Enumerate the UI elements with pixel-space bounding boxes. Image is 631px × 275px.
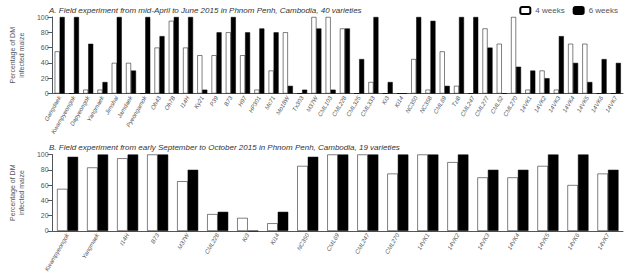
svg-text:14VK2: 14VK2 bbox=[446, 232, 461, 251]
svg-text:20: 20 bbox=[41, 75, 49, 82]
svg-text:Ki14: Ki14 bbox=[393, 94, 405, 108]
svg-text:Tzi8: Tzi8 bbox=[451, 94, 462, 107]
svg-text:Mc71: Mc71 bbox=[264, 95, 277, 111]
svg-text:CML270: CML270 bbox=[502, 94, 519, 117]
svg-text:60: 60 bbox=[41, 44, 49, 51]
svg-text:NC358: NC358 bbox=[419, 94, 434, 114]
svg-text:80: 80 bbox=[41, 166, 49, 173]
svg-text:CML69: CML69 bbox=[326, 232, 341, 252]
svg-text:6 weeks: 6 weeks bbox=[589, 6, 618, 15]
svg-text:Kwampyeongok: Kwampyeongok bbox=[50, 94, 77, 135]
svg-text:0: 0 bbox=[45, 227, 49, 234]
svg-text:14VK7: 14VK7 bbox=[604, 94, 619, 113]
svg-text:CML228: CML228 bbox=[331, 95, 348, 118]
svg-text:Yangmaek: Yangmaek bbox=[86, 94, 106, 122]
svg-text:A. Field experiment from mid-A: A. Field experiment from mid-April to Ju… bbox=[48, 6, 362, 15]
svg-text:14VK3: 14VK3 bbox=[547, 94, 562, 113]
svg-text:CML52: CML52 bbox=[490, 94, 505, 114]
svg-text:0: 0 bbox=[45, 90, 49, 97]
svg-text:Mo18W: Mo18W bbox=[275, 94, 291, 116]
svg-text:14VK7: 14VK7 bbox=[596, 232, 611, 251]
svg-text:Oh43: Oh43 bbox=[150, 94, 163, 110]
svg-text:CML270: CML270 bbox=[384, 232, 401, 255]
svg-text:B. Field experiment from early: B. Field experiment from early September… bbox=[49, 143, 400, 152]
svg-text:Dapyeongok: Dapyeongok bbox=[69, 94, 92, 127]
svg-text:P39: P39 bbox=[209, 94, 220, 107]
svg-text:4 weeks: 4 weeks bbox=[535, 6, 564, 15]
svg-text:Ky21: Ky21 bbox=[193, 95, 205, 110]
svg-text:Ki14: Ki14 bbox=[269, 232, 281, 246]
svg-text:14VK5: 14VK5 bbox=[536, 232, 551, 251]
svg-text:NC350: NC350 bbox=[404, 94, 419, 114]
svg-text:40: 40 bbox=[41, 59, 49, 66]
svg-text:Jamdaek: Jamdaek bbox=[116, 95, 134, 119]
svg-text:100: 100 bbox=[37, 14, 49, 21]
svg-text:14VK1: 14VK1 bbox=[416, 232, 430, 251]
svg-text:CML247: CML247 bbox=[459, 95, 476, 118]
svg-text:Ki3: Ki3 bbox=[241, 232, 251, 243]
svg-text:M37W: M37W bbox=[305, 94, 320, 113]
svg-text:CML228: CML228 bbox=[204, 232, 221, 255]
svg-text:Jimshai: Jimshai bbox=[104, 95, 120, 116]
svg-text:CML333: CML333 bbox=[360, 94, 377, 117]
svg-text:NC350: NC350 bbox=[296, 232, 311, 252]
svg-text:infected maize: infected maize bbox=[18, 33, 25, 78]
svg-text:Gangdaek: Gangdaek bbox=[43, 95, 63, 122]
svg-text:CML103: CML103 bbox=[316, 95, 334, 118]
svg-text:14VK6: 14VK6 bbox=[590, 94, 605, 113]
svg-text:B73: B73 bbox=[150, 232, 161, 245]
svg-text:40: 40 bbox=[41, 197, 49, 204]
svg-text:14VK4: 14VK4 bbox=[506, 232, 521, 251]
svg-text:I14H: I14H bbox=[179, 94, 191, 109]
svg-text:B73: B73 bbox=[223, 94, 234, 107]
svg-text:CML247: CML247 bbox=[354, 232, 371, 255]
svg-text:Percentage of DM: Percentage of DM bbox=[9, 164, 17, 221]
svg-text:Ki3: Ki3 bbox=[381, 94, 391, 105]
svg-text:14VK5: 14VK5 bbox=[576, 94, 591, 113]
svg-text:HP301: HP301 bbox=[248, 95, 262, 114]
svg-text:H97: H97 bbox=[237, 94, 248, 107]
svg-text:14VK4: 14VK4 bbox=[562, 94, 577, 113]
svg-text:Pyeongamok: Pyeongamok bbox=[125, 94, 148, 128]
svg-text:I14H: I14H bbox=[119, 232, 131, 247]
svg-text:14VK3: 14VK3 bbox=[476, 232, 491, 251]
svg-text:CML69: CML69 bbox=[432, 94, 447, 114]
svg-text:60: 60 bbox=[41, 182, 49, 189]
svg-text:14VK6: 14VK6 bbox=[566, 232, 581, 251]
svg-text:100: 100 bbox=[37, 151, 49, 158]
svg-text:Oh7B: Oh7B bbox=[164, 95, 177, 111]
svg-text:CML277: CML277 bbox=[474, 94, 491, 117]
svg-text:M37W: M37W bbox=[176, 231, 191, 250]
svg-text:14VK1: 14VK1 bbox=[519, 95, 533, 114]
svg-text:infected maize: infected maize bbox=[18, 170, 25, 215]
svg-text:Kwampyeongok: Kwampyeongok bbox=[44, 232, 71, 273]
svg-text:14VK2: 14VK2 bbox=[533, 94, 548, 113]
svg-text:Tx303: Tx303 bbox=[291, 94, 305, 112]
svg-text:Percentage of DM: Percentage of DM bbox=[9, 27, 17, 84]
svg-text:CML325: CML325 bbox=[345, 95, 362, 118]
svg-text:20: 20 bbox=[41, 212, 49, 219]
svg-text:Yangmaek: Yangmaek bbox=[81, 232, 101, 260]
svg-text:80: 80 bbox=[41, 29, 49, 36]
